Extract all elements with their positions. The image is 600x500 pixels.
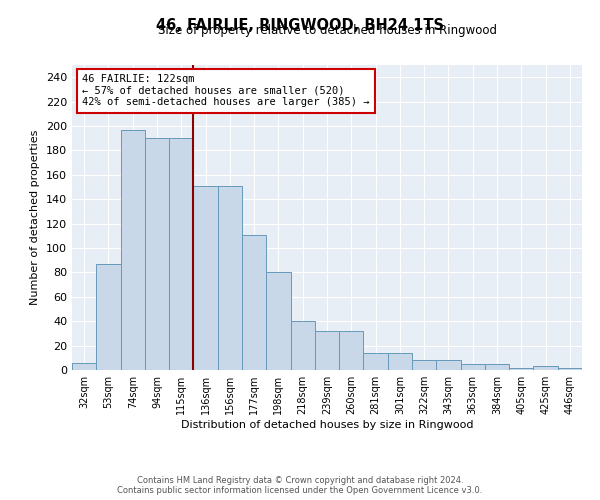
Bar [290, 321, 315, 370]
Text: Contains HM Land Registry data © Crown copyright and database right 2024.
Contai: Contains HM Land Registry data © Crown c… [118, 476, 482, 495]
Bar [218, 186, 242, 370]
Bar [436, 360, 461, 370]
Bar [72, 362, 96, 370]
Bar [558, 368, 582, 370]
Bar [412, 360, 436, 370]
Bar [461, 364, 485, 370]
X-axis label: Distribution of detached houses by size in Ringwood: Distribution of detached houses by size … [181, 420, 473, 430]
Bar [266, 272, 290, 370]
Bar [485, 364, 509, 370]
Bar [533, 366, 558, 370]
Bar [145, 138, 169, 370]
Bar [193, 186, 218, 370]
Bar [509, 368, 533, 370]
Bar [315, 331, 339, 370]
Bar [169, 138, 193, 370]
Text: 46, FAIRLIE, RINGWOOD, BH24 1TS: 46, FAIRLIE, RINGWOOD, BH24 1TS [156, 18, 444, 32]
Bar [364, 353, 388, 370]
Y-axis label: Number of detached properties: Number of detached properties [31, 130, 40, 305]
Bar [96, 264, 121, 370]
Bar [242, 234, 266, 370]
Text: 46 FAIRLIE: 122sqm
← 57% of detached houses are smaller (520)
42% of semi-detach: 46 FAIRLIE: 122sqm ← 57% of detached hou… [82, 74, 370, 108]
Bar [388, 353, 412, 370]
Bar [339, 331, 364, 370]
Bar [121, 130, 145, 370]
Title: Size of property relative to detached houses in Ringwood: Size of property relative to detached ho… [157, 24, 497, 38]
